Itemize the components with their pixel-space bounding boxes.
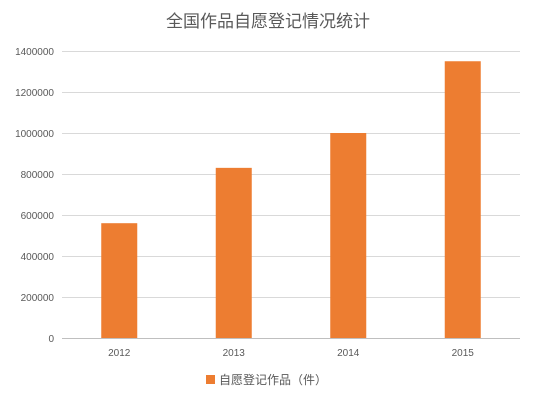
x-tick-label: 2012 — [108, 348, 131, 359]
y-tick-label: 600000 — [21, 211, 55, 222]
x-tick-label: 2013 — [223, 348, 246, 359]
x-tick-label: 2015 — [452, 348, 475, 359]
gridlines — [62, 51, 520, 339]
legend-label: 自愿登记作品（件） — [219, 372, 327, 387]
y-tick-label: 1000000 — [15, 129, 54, 140]
y-tick-label: 400000 — [21, 252, 55, 263]
bar — [101, 223, 138, 338]
y-tick-label: 0 — [48, 334, 54, 345]
y-tick-label: 1400000 — [15, 47, 54, 58]
x-tick-label: 2014 — [337, 348, 360, 359]
y-tick-label: 200000 — [21, 293, 55, 304]
y-tick-label: 1200000 — [15, 88, 54, 99]
y-tick-label: 800000 — [21, 170, 55, 181]
legend-swatch — [206, 375, 215, 384]
bar — [330, 133, 367, 338]
chart-title: 全国作品自愿登记情况统计 — [166, 12, 370, 32]
bars — [101, 61, 481, 338]
legend: 自愿登记作品（件） — [206, 372, 327, 387]
bar — [215, 167, 252, 338]
bar — [444, 61, 481, 338]
y-axis-ticks: 0 200000 400000 600000 800000 1000000 1200000 1… — [15, 47, 54, 345]
x-axis-ticks: 2012 2013 2014 2015 — [108, 348, 474, 359]
